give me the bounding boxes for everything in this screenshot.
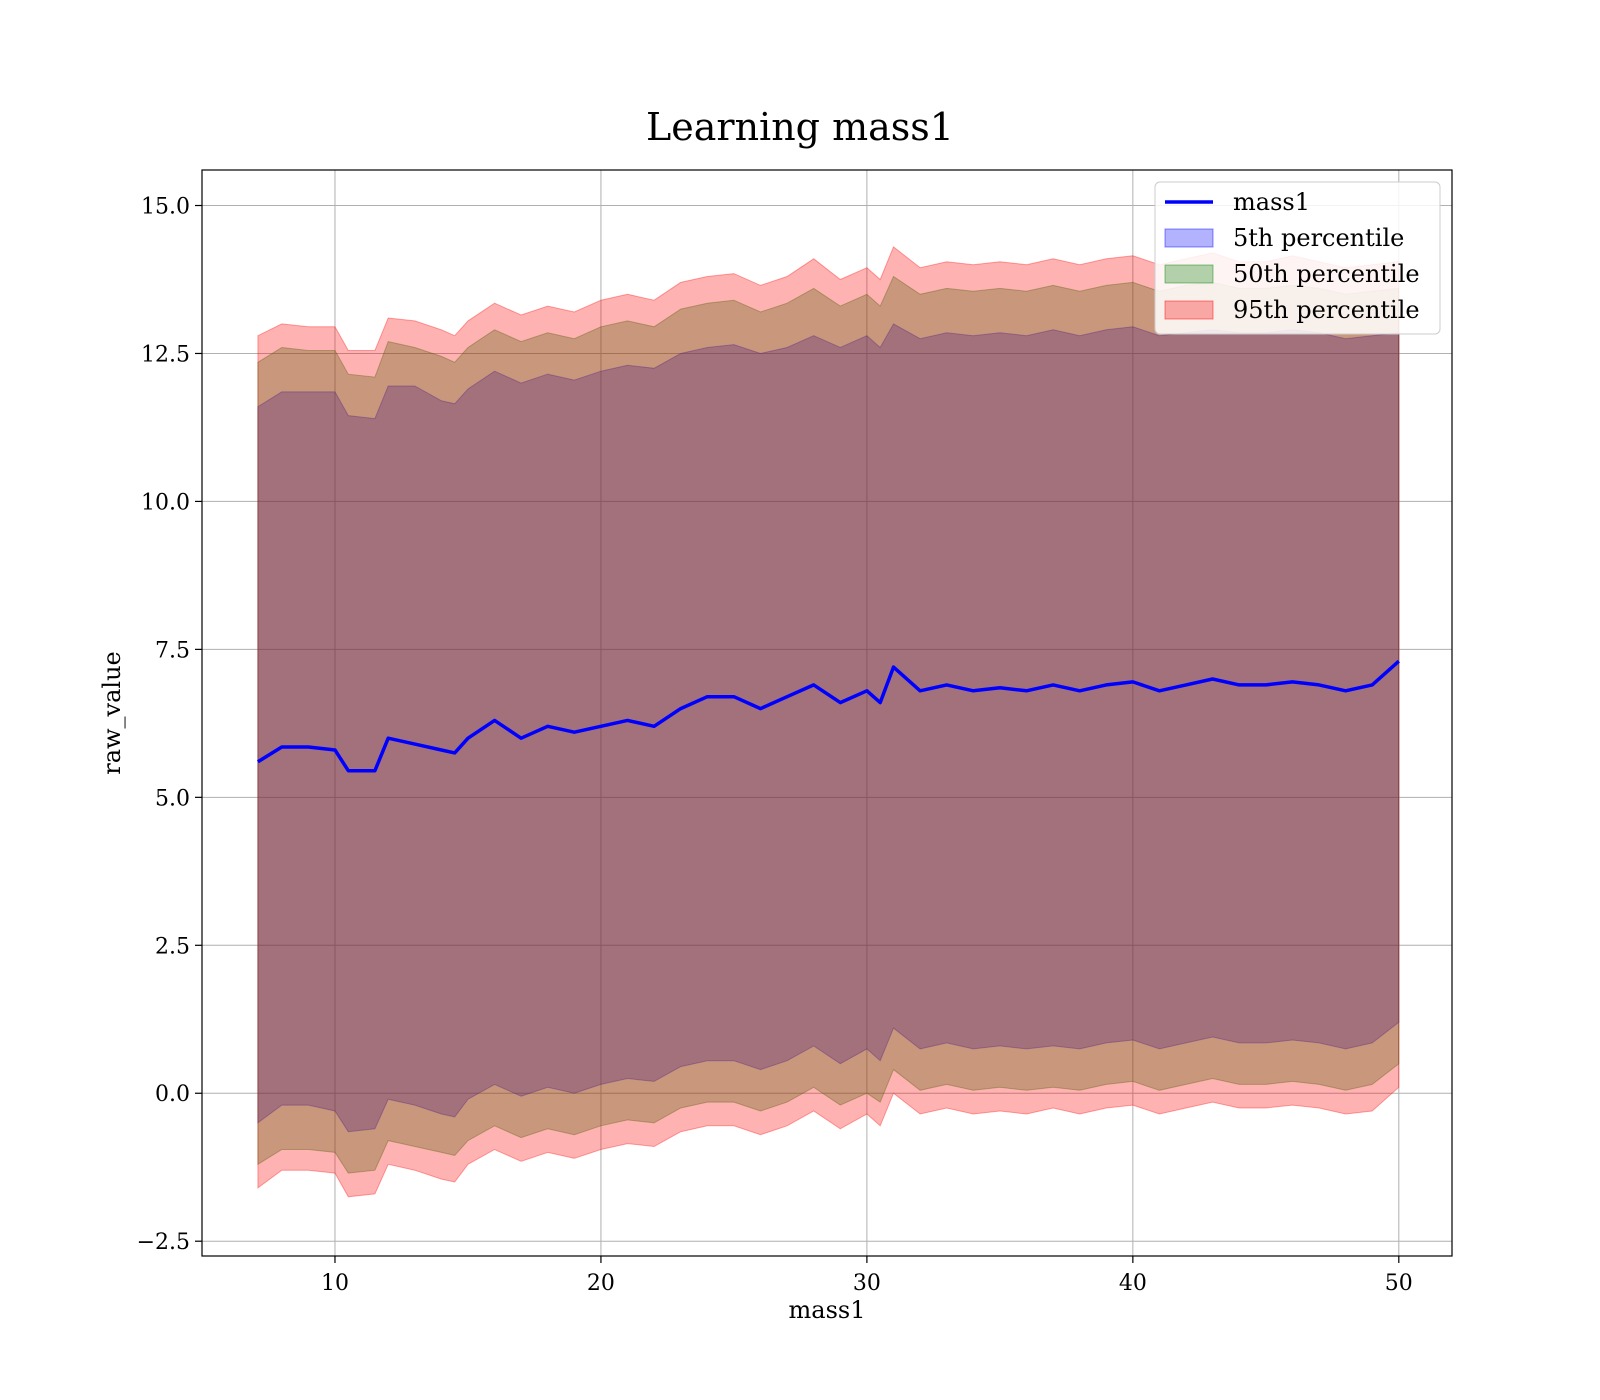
- y-tick-label: 0.0: [155, 1082, 190, 1107]
- legend-label: 50th percentile: [1233, 260, 1420, 288]
- series-lines: [256, 659, 1400, 773]
- grid: [202, 170, 1452, 1256]
- x-tick-label: 20: [587, 1271, 615, 1296]
- band-50th-percentile: [257, 275, 1400, 1174]
- y-axis-label: raw_value: [98, 651, 126, 775]
- legend-label: mass1: [1233, 188, 1310, 216]
- band-5th-percentile: [257, 323, 1400, 1133]
- y-tick-label: 12.5: [141, 342, 190, 367]
- legend: mass1 5th percentile 50th percentile 95th p…: [1154, 181, 1441, 335]
- plot-frame: [201, 169, 1453, 1257]
- band-95th-percentile: [257, 246, 1400, 1198]
- percentile-bands: [257, 246, 1400, 1198]
- x-tick-label: 50: [1385, 1271, 1413, 1296]
- y-tick-label: −2.5: [137, 1230, 190, 1255]
- legend-label: 95th percentile: [1233, 296, 1420, 324]
- y-tick-label: 15.0: [141, 195, 190, 220]
- series-line-mass1: [256, 659, 1400, 773]
- legend-box: [1154, 181, 1441, 335]
- legend-label: 5th percentile: [1233, 224, 1404, 252]
- y-tick-label: 10.0: [141, 490, 190, 515]
- legend-swatch-patch: [1164, 228, 1214, 248]
- chart-title: Learning mass1: [646, 105, 954, 149]
- y-tick-label: 7.5: [155, 638, 190, 663]
- x-tick-label: 40: [1119, 1271, 1147, 1296]
- x-axis-label: mass1: [789, 1296, 866, 1324]
- legend-swatch-patch: [1164, 264, 1214, 284]
- axis-ticks: 10 20 30 40 50 −2.5 0.0 2.5 5.0 7.5 10.0 12.5 15.0: [137, 195, 1413, 1296]
- x-tick-label: 30: [853, 1271, 881, 1296]
- y-tick-label: 2.5: [155, 934, 190, 959]
- x-tick-label: 10: [321, 1271, 349, 1296]
- legend-swatch-patch: [1164, 300, 1214, 320]
- y-tick-label: 5.0: [155, 786, 190, 811]
